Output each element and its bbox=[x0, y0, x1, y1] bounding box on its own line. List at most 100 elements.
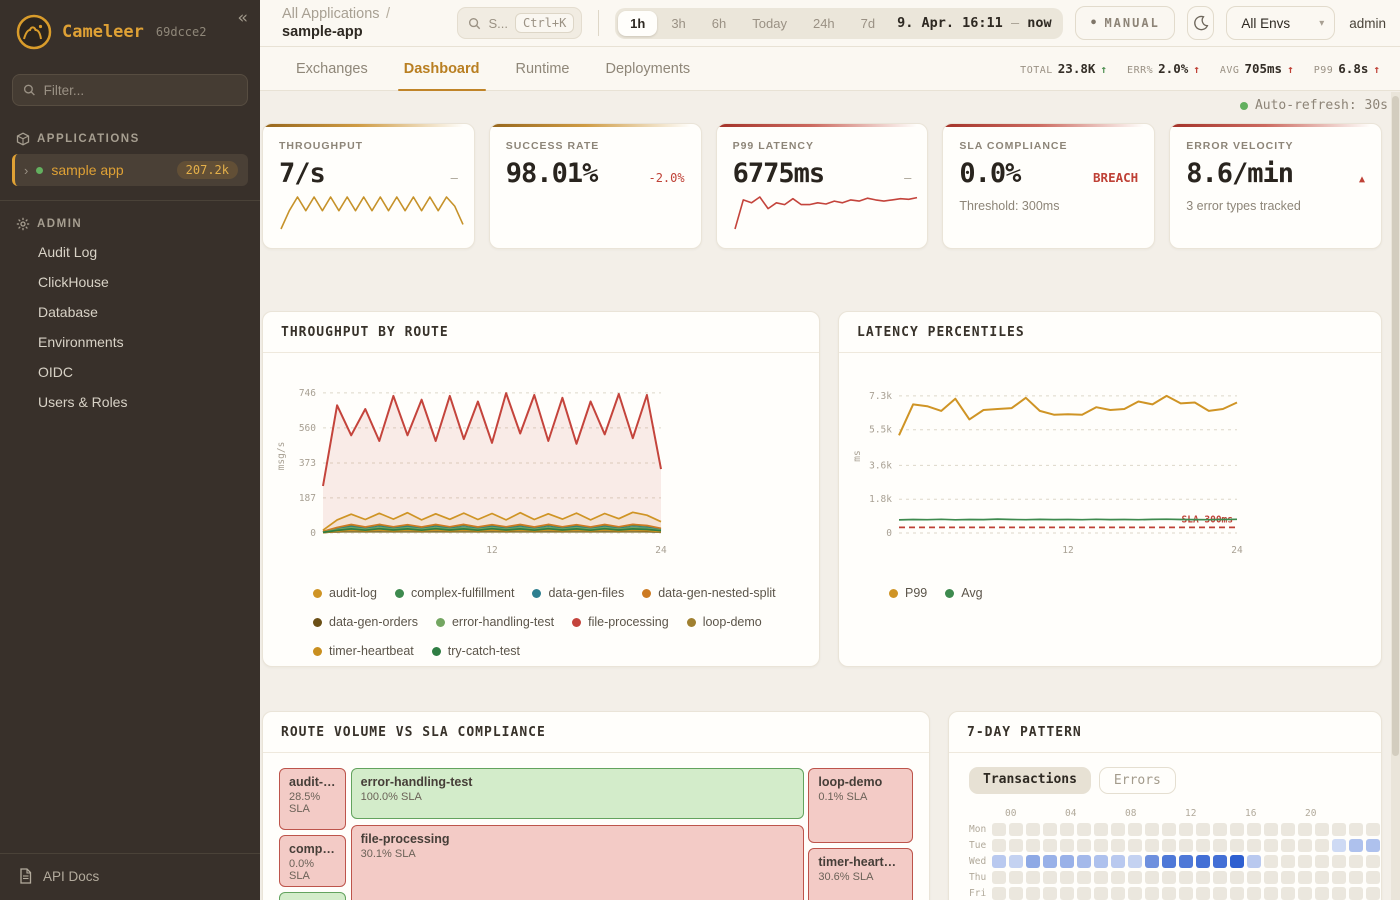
tab-deployments[interactable]: Deployments bbox=[605, 60, 691, 77]
heatmap-cell[interactable] bbox=[1026, 855, 1041, 868]
heatmap-cell[interactable] bbox=[1060, 823, 1075, 836]
heatmap-cell[interactable] bbox=[1077, 871, 1092, 884]
heatmap-cell[interactable] bbox=[1043, 855, 1058, 868]
treemap-cell-timer-heartbeat[interactable]: timer-heartbeat 30.6% SLA bbox=[808, 847, 913, 900]
heatmap-cell[interactable] bbox=[1009, 887, 1024, 900]
global-search[interactable]: S... Ctrl+K bbox=[457, 7, 583, 39]
treemap-cell-audit-log[interactable]: audit-log 28.5% SLA bbox=[279, 768, 347, 830]
heatmap-cell[interactable] bbox=[1196, 839, 1211, 852]
heatmap-cell[interactable] bbox=[1332, 855, 1347, 868]
heatmap-cell[interactable] bbox=[1332, 871, 1347, 884]
heatmap-cell[interactable] bbox=[1111, 823, 1126, 836]
time-range-6h[interactable]: 6h bbox=[711, 15, 727, 31]
sidebar-item-users-roles[interactable]: Users & Roles bbox=[38, 394, 128, 410]
heatmap-cell[interactable] bbox=[1315, 855, 1330, 868]
heatmap-cell[interactable] bbox=[1298, 887, 1313, 900]
heatmap-cell[interactable] bbox=[1077, 855, 1092, 868]
heatmap-cell[interactable] bbox=[1009, 855, 1024, 868]
heatmap-cell[interactable] bbox=[1264, 871, 1279, 884]
vertical-scrollbar[interactable] bbox=[1391, 92, 1400, 900]
heatmap-cell[interactable] bbox=[1264, 887, 1279, 900]
heatmap-cell[interactable] bbox=[1145, 823, 1160, 836]
manual-refresh-button[interactable]: • MANUAL bbox=[1074, 6, 1175, 40]
treemap-cell-data-gen-files[interactable]: data-gen-files100.0% SLA bbox=[279, 892, 347, 900]
heatmap-cell[interactable] bbox=[1366, 839, 1381, 852]
time-display[interactable]: 9. Apr. 16:11 — now bbox=[897, 15, 1052, 31]
heatmap-cell[interactable] bbox=[1128, 839, 1143, 852]
sidebar-footer-api-docs[interactable]: API Docs bbox=[0, 853, 260, 900]
heatmap-cell[interactable] bbox=[1315, 871, 1330, 884]
heatmap-cell[interactable] bbox=[1213, 871, 1228, 884]
heatmap-cell[interactable] bbox=[1247, 823, 1262, 836]
heatmap-cell[interactable] bbox=[1128, 871, 1143, 884]
sidebar-item-environments[interactable]: Environments bbox=[38, 334, 124, 350]
legend-item-audit-log[interactable]: audit-log bbox=[313, 586, 377, 600]
heatmap-cell[interactable] bbox=[1179, 839, 1194, 852]
heatmap-cell[interactable] bbox=[1281, 871, 1296, 884]
heatmap-cell[interactable] bbox=[1009, 871, 1024, 884]
tab-dashboard[interactable]: Dashboard bbox=[390, 47, 494, 91]
heatmap-cell[interactable] bbox=[1298, 871, 1313, 884]
heatmap-cell[interactable] bbox=[1026, 823, 1041, 836]
heatmap-cell[interactable] bbox=[1196, 855, 1211, 868]
treemap-cell-loop-demo[interactable]: loop-demo 0.1% SLA bbox=[808, 768, 913, 844]
heatmap-cell[interactable] bbox=[1315, 823, 1330, 836]
heatmap-cell[interactable] bbox=[1111, 839, 1126, 852]
heatmap-cell[interactable] bbox=[1349, 887, 1364, 900]
heatmap-cell[interactable] bbox=[1026, 839, 1041, 852]
heatmap-cell[interactable] bbox=[1247, 871, 1262, 884]
heatmap-cell[interactable] bbox=[1179, 871, 1194, 884]
heatmap-cell[interactable] bbox=[1264, 839, 1279, 852]
expand-chevron-icon[interactable]: › bbox=[24, 162, 29, 178]
legend-item-try-catch-test[interactable]: try-catch-test bbox=[431, 644, 520, 658]
heatmap-cell[interactable] bbox=[1111, 871, 1126, 884]
heatmap-cell[interactable] bbox=[1009, 823, 1024, 836]
heatmap-cell[interactable] bbox=[1196, 887, 1211, 900]
heatmap-cell[interactable] bbox=[1281, 855, 1296, 868]
heatmap-cell[interactable] bbox=[1213, 839, 1228, 852]
heatmap-cell[interactable] bbox=[1366, 887, 1381, 900]
heatmap-cell[interactable] bbox=[1026, 887, 1041, 900]
legend-item-loop-demo[interactable]: loop-demo bbox=[686, 615, 762, 629]
heatmap-cell[interactable] bbox=[1128, 887, 1143, 900]
heatmap-cell[interactable] bbox=[1366, 855, 1381, 868]
heatmap-cell[interactable] bbox=[1162, 871, 1177, 884]
heatmap-cell[interactable] bbox=[1298, 839, 1313, 852]
heatmap-cell[interactable] bbox=[1094, 823, 1109, 836]
heatmap-cell[interactable] bbox=[1145, 887, 1160, 900]
heatmap-toggle-transactions[interactable]: Transactions bbox=[969, 767, 1091, 794]
heatmap-cell[interactable] bbox=[1298, 823, 1313, 836]
heatmap-cell[interactable] bbox=[1060, 839, 1075, 852]
scrollbar-thumb[interactable] bbox=[1392, 96, 1399, 756]
heatmap-cell[interactable] bbox=[1162, 823, 1177, 836]
heatmap-cell[interactable] bbox=[992, 887, 1007, 900]
heatmap-cell[interactable] bbox=[1162, 855, 1177, 868]
heatmap-cell[interactable] bbox=[1247, 855, 1262, 868]
heatmap-cell[interactable] bbox=[1349, 871, 1364, 884]
heatmap-cell[interactable] bbox=[1145, 871, 1160, 884]
legend-item-data-gen-nested-split[interactable]: data-gen-nested-split bbox=[642, 586, 776, 600]
sidebar-collapse-icon[interactable]: « bbox=[237, 8, 248, 28]
heatmap-cell[interactable] bbox=[1349, 839, 1364, 852]
heatmap-cell[interactable] bbox=[992, 871, 1007, 884]
env-select[interactable]: All Envs ▾ bbox=[1226, 6, 1336, 40]
heatmap-cell[interactable] bbox=[1230, 839, 1245, 852]
heatmap-cell[interactable] bbox=[992, 855, 1007, 868]
heatmap-cell[interactable] bbox=[992, 839, 1007, 852]
heatmap-cell[interactable] bbox=[1264, 855, 1279, 868]
heatmap-cell[interactable] bbox=[1230, 823, 1245, 836]
heatmap-cell[interactable] bbox=[1179, 887, 1194, 900]
breadcrumb-root[interactable]: All Applications bbox=[282, 6, 380, 22]
treemap-cell-file-processing[interactable]: file-processing 30.1% SLA bbox=[350, 824, 804, 900]
treemap-cell-complex-fulfil-[interactable]: complex-fulfil...0.0% SLA bbox=[279, 835, 347, 887]
heatmap-cell[interactable] bbox=[1026, 871, 1041, 884]
heatmap-cell[interactable] bbox=[1247, 887, 1262, 900]
time-range-3h[interactable]: 3h bbox=[671, 15, 686, 31]
heatmap-cell[interactable] bbox=[1298, 855, 1313, 868]
heatmap-cell[interactable] bbox=[1315, 887, 1330, 900]
heatmap-cell[interactable] bbox=[1247, 839, 1262, 852]
heatmap-cell[interactable] bbox=[1349, 823, 1364, 836]
heatmap-cell[interactable] bbox=[1009, 839, 1024, 852]
legend-item-data-gen-orders[interactable]: data-gen-orders bbox=[313, 615, 418, 629]
heatmap-cell[interactable] bbox=[1077, 823, 1092, 836]
